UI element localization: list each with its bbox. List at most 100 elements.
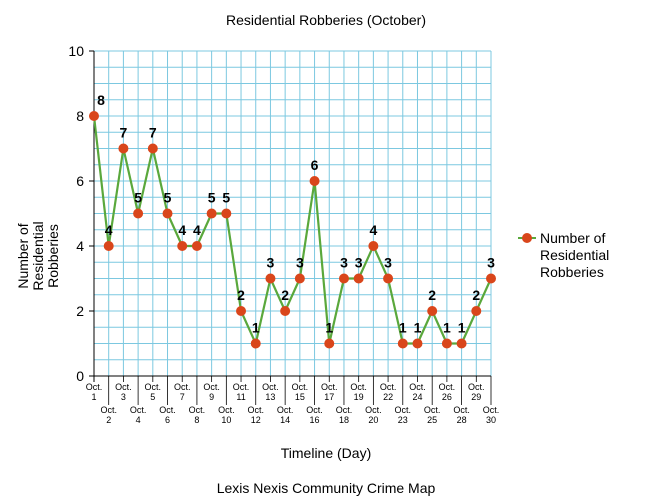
x-tick-label: 4 [136, 415, 141, 425]
data-point [486, 273, 496, 284]
data-label: 4 [193, 222, 201, 238]
data-point [103, 241, 114, 251]
series-line [92, 115, 493, 345]
x-tick-label: Oct. [233, 382, 250, 392]
y-tick-label: 2 [76, 303, 84, 319]
x-tick-label: Oct. [159, 405, 176, 415]
legend-marker [522, 233, 532, 243]
x-tick-label: 5 [150, 392, 155, 402]
chart-gridlines [93, 50, 492, 377]
y-axis-label-line: Residential [30, 221, 46, 290]
x-tick-label: 12 [251, 415, 261, 425]
data-point [236, 306, 247, 316]
legend-label: Residential [540, 247, 609, 263]
x-axis-ticks: Oct.1Oct.2Oct.3Oct.4Oct.5Oct.6Oct.7Oct.8… [86, 376, 500, 425]
x-tick-label: 6 [165, 415, 170, 425]
x-tick-label: Oct. [365, 405, 382, 415]
data-label: 2 [428, 287, 436, 303]
x-tick-label: Oct. [321, 382, 338, 392]
y-tick-label: 0 [76, 368, 84, 384]
x-tick-label: 10 [221, 415, 231, 425]
data-label: 2 [281, 287, 289, 303]
x-tick-label: 9 [209, 392, 214, 402]
data-label: 2 [237, 287, 245, 303]
x-tick-label: 30 [486, 415, 496, 425]
x-tick-label: 8 [194, 415, 199, 425]
data-label: 4 [105, 222, 113, 238]
x-tick-label: 18 [339, 415, 349, 425]
data-point [338, 273, 349, 284]
x-tick-label: Oct. [203, 382, 220, 392]
data-point [265, 273, 276, 284]
x-tick-label: 20 [368, 415, 378, 425]
data-point [177, 241, 188, 251]
x-tick-label: Oct. [483, 405, 500, 415]
data-point [133, 208, 144, 219]
data-point [441, 338, 452, 349]
x-tick-label: 29 [471, 392, 481, 402]
data-point [397, 338, 408, 349]
x-tick-label: Oct. [100, 405, 117, 415]
x-tick-label: Oct. [130, 405, 147, 415]
x-tick-label: Oct. [262, 382, 279, 392]
data-point [412, 338, 423, 349]
x-tick-label: 16 [310, 415, 320, 425]
data-point [456, 338, 467, 349]
chart-legend: Number ofResidentialRobberies [518, 230, 609, 280]
data-point [324, 338, 335, 349]
data-point [353, 273, 364, 284]
data-label: 5 [164, 190, 172, 206]
data-label: 1 [443, 320, 451, 336]
x-tick-label: 26 [442, 392, 452, 402]
x-tick-label: Oct. [409, 382, 426, 392]
data-label: 5 [134, 190, 142, 206]
legend-label: Number of [540, 230, 605, 246]
data-label: 1 [414, 320, 422, 336]
x-tick-label: Oct. [174, 382, 191, 392]
x-tick-label: 22 [383, 392, 393, 402]
data-point [471, 306, 482, 316]
data-label: 3 [267, 255, 275, 271]
data-label: 5 [208, 190, 216, 206]
data-point [206, 208, 217, 219]
x-tick-label: Oct. [306, 405, 323, 415]
x-tick-label: Oct. [439, 382, 456, 392]
data-label: 5 [222, 190, 230, 206]
x-axis-label: Timeline (Day) [281, 445, 372, 461]
data-label: 2 [472, 287, 480, 303]
data-label: 7 [149, 125, 157, 141]
chart-title: Residential Robberies (October) [226, 12, 426, 28]
data-point [191, 241, 202, 251]
x-tick-label: Oct. [292, 382, 309, 392]
data-point [118, 143, 129, 154]
y-axis-label-line: Robberies [45, 224, 61, 288]
data-label: 3 [296, 255, 304, 271]
x-tick-label: 1 [91, 392, 96, 402]
source-credit: Lexis Nexis Community Crime Map [217, 480, 436, 496]
y-axis-ticks: 0 2 4 6 8 10 [68, 43, 94, 384]
x-tick-label: Oct. [189, 405, 206, 415]
x-tick-label: Oct. [395, 405, 412, 415]
data-point [294, 273, 305, 284]
data-point [427, 306, 438, 316]
data-label: 4 [178, 222, 186, 238]
data-label: 3 [355, 255, 363, 271]
x-tick-label: Oct. [86, 382, 103, 392]
x-tick-label: Oct. [453, 405, 470, 415]
x-tick-label: 11 [236, 392, 245, 402]
x-tick-label: Oct. [468, 382, 485, 392]
data-point [89, 111, 99, 121]
x-tick-label: Oct. [380, 382, 397, 392]
x-tick-label: Oct. [218, 405, 235, 415]
x-tick-label: 2 [106, 415, 111, 425]
x-tick-label: 13 [265, 392, 275, 402]
data-point [383, 273, 394, 284]
data-label: 3 [487, 255, 495, 271]
x-tick-label: 15 [295, 392, 305, 402]
x-tick-label: 17 [324, 392, 334, 402]
y-tick-label: 6 [76, 173, 84, 189]
x-tick-label: 3 [121, 392, 126, 402]
y-axis-label-line: Number of [15, 223, 31, 288]
